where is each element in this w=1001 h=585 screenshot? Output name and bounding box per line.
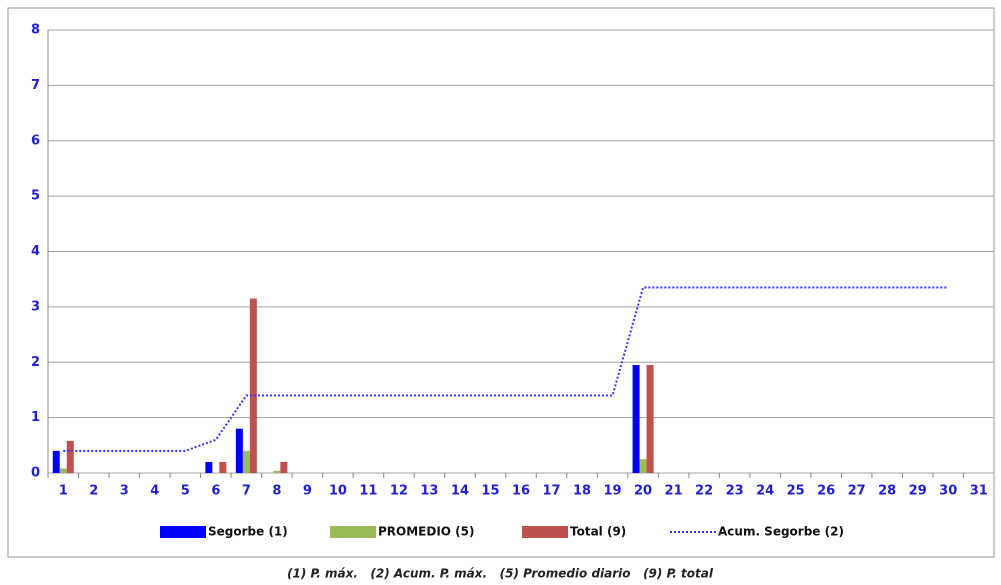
x-tick-label: 28: [878, 484, 896, 499]
bar: [249, 298, 257, 473]
y-tick-label: 8: [31, 23, 40, 38]
x-tick-label: 8: [272, 484, 281, 499]
x-tick-label: 4: [150, 484, 159, 499]
x-tick-label: 30: [939, 484, 957, 499]
y-tick-label: 0: [31, 466, 40, 481]
x-tick-label: 12: [390, 484, 408, 499]
x-tick-label: 5: [181, 484, 190, 499]
x-tick-label: 19: [604, 484, 622, 499]
chart-frame: [7, 7, 995, 558]
x-tick-label: 1: [59, 484, 68, 499]
x-tick-label: 26: [817, 484, 835, 499]
y-tick-label: 6: [31, 133, 40, 148]
x-tick-label: 9: [303, 484, 312, 499]
bar: [205, 461, 213, 473]
x-tick-label: 21: [665, 484, 683, 499]
x-tick-label: 23: [726, 484, 744, 499]
x-tick-label: 3: [120, 484, 129, 499]
bar: [639, 459, 647, 473]
bar: [273, 470, 281, 473]
x-tick-label: 20: [634, 484, 652, 499]
x-tick-label: 25: [787, 484, 805, 499]
y-tick-label: 7: [31, 78, 40, 93]
bar: [646, 365, 654, 473]
legend-swatch: [160, 526, 206, 538]
bar: [235, 428, 243, 473]
x-tick-label: 31: [970, 484, 988, 499]
x-tick-label: 14: [451, 484, 469, 499]
x-tick-label: 6: [211, 484, 220, 499]
bar: [242, 450, 250, 473]
x-tick-label: 16: [512, 484, 530, 499]
y-tick-label: 2: [31, 355, 40, 370]
bar: [632, 365, 640, 473]
x-tick-label: 10: [329, 484, 347, 499]
x-tick-label: 29: [909, 484, 927, 499]
legend-label: Acum. Segorbe (2): [718, 525, 844, 539]
line-series: [63, 286, 949, 452]
x-tick-label: 15: [481, 484, 499, 499]
x-tick-label: 27: [848, 484, 866, 499]
x-tick-label: 22: [695, 484, 713, 499]
x-tick-label: 24: [756, 484, 774, 499]
x-tick-label: 13: [420, 484, 438, 499]
footnote: (1) P. máx. (2) Acum. P. máx. (5) Promed…: [287, 567, 714, 581]
x-tick-label: 17: [542, 484, 560, 499]
bar: [59, 468, 67, 473]
x-tick-label: 18: [573, 484, 591, 499]
bar: [52, 450, 60, 473]
bar: [66, 440, 74, 473]
bar: [280, 461, 288, 473]
y-tick-label: 5: [31, 189, 40, 204]
legend-swatch: [522, 526, 568, 538]
bar: [219, 461, 227, 473]
legend-swatch: [330, 526, 376, 538]
y-tick-label: 1: [31, 410, 40, 425]
legend-label: Segorbe (1): [208, 525, 288, 539]
legend-label: Total (9): [570, 525, 626, 539]
x-tick-label: 2: [89, 484, 98, 499]
x-tick-label: 7: [242, 484, 251, 499]
x-tick-label: 11: [359, 484, 377, 499]
legend-label: PROMEDIO (5): [378, 525, 475, 539]
y-tick-label: 3: [31, 299, 40, 314]
y-tick-label: 4: [31, 244, 40, 259]
